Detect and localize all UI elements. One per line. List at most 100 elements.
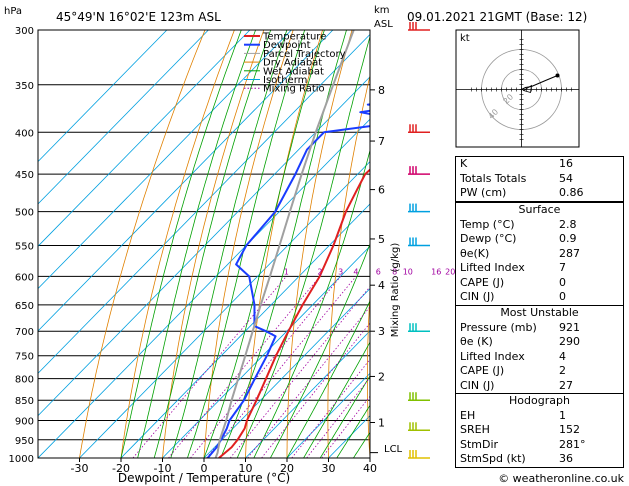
- wet-adiabat-line: [187, 30, 306, 458]
- index-row-totals: Totals Totals 54: [460, 171, 573, 185]
- mixing-ratio-label: 8: [392, 267, 397, 276]
- asl-label: ASL: [374, 19, 393, 30]
- pressure-tick-label: 900: [15, 417, 34, 428]
- legend-label: Isotherm: [263, 75, 307, 86]
- dry-adiabat-line: [406, 30, 441, 458]
- indices-panel: K 16 Totals Totals 54 PW (cm) 0.86: [455, 156, 624, 202]
- pressure-tick-label: 950: [15, 436, 34, 447]
- wet-adiabat-line: [270, 242, 370, 458]
- dry-adiabat-line: [327, 74, 370, 458]
- x-tick-label: 40: [363, 462, 377, 475]
- series-parcel-trajectory: [214, 30, 355, 458]
- hodograph-trace: [521, 75, 558, 90]
- lcl-label: LCL: [384, 444, 403, 455]
- legend-label: Dewpoint: [263, 40, 311, 51]
- mixing-ratio-line: [229, 285, 370, 458]
- pressure-tick-label: 500: [15, 208, 34, 219]
- pressure-tick-label: 700: [15, 327, 34, 338]
- mixing-ratio-label: 16: [431, 267, 441, 276]
- mixing-ratio-line: [132, 276, 287, 458]
- location-title: 45°49'N 16°02'E 123m ASL: [56, 10, 221, 24]
- pressure-tick-label: 300: [15, 26, 34, 37]
- pressure-tick-label: 400: [15, 128, 34, 139]
- km-tick-label: 8: [378, 84, 385, 97]
- surface-panel: Surface Temp (°C) 2.8 Dewp (°C) 0.9 θe(K) 2…: [455, 202, 624, 306]
- wet-adiabat-line: [286, 300, 370, 458]
- pressure-tick-label: 450: [15, 170, 34, 181]
- pressure-tick-label: 800: [15, 375, 34, 386]
- wet-adiabat-line: [153, 30, 272, 458]
- isotherm-line: [38, 30, 209, 205]
- legend-label: Wet Adiabat: [263, 66, 324, 77]
- mixing-ratio-label: 20: [445, 267, 455, 276]
- mixing-ratio-line: [261, 322, 370, 458]
- most-unstable-title: Most Unstable: [500, 306, 579, 319]
- isotherm-line: [245, 330, 370, 458]
- x-tick-label: 30: [322, 462, 336, 475]
- wet-adiabat-line: [170, 30, 288, 458]
- x-tick-label: 20: [280, 462, 294, 475]
- pressure-tick-label: 650: [15, 301, 34, 312]
- isotherm-line: [79, 160, 370, 458]
- x-tick-label: -20: [112, 462, 130, 475]
- x-tick-label: 0: [201, 462, 208, 475]
- pressure-tick-label: 850: [15, 396, 34, 407]
- dry-adiabat-line: [245, 30, 323, 458]
- legend-label: Mixing Ratio: [263, 84, 325, 95]
- chart-axes: 3003504004505005506006507007508008509009…: [9, 26, 385, 475]
- km-tick-label: 1: [378, 417, 385, 430]
- isotherm-line: [38, 76, 370, 417]
- wet-adiabat-line: [220, 30, 347, 458]
- most-unstable-panel: Most Unstable Pressure (mb) 921 θe (K) 290…: [455, 305, 624, 394]
- km-label: km: [374, 5, 390, 16]
- dry-adiabat-line: [286, 30, 353, 458]
- index-row-pw: PW (cm) 0.86: [460, 186, 584, 199]
- wet-adiabat-line: [120, 30, 242, 458]
- wet-adiabat-line: [303, 341, 370, 458]
- km-tick-label: 7: [378, 135, 385, 148]
- hodograph-endpoint: [555, 73, 560, 78]
- series-dewpoint: [206, 103, 370, 458]
- hpa-label: hPa: [4, 6, 22, 17]
- x-tick-label: -10: [154, 462, 172, 475]
- wet-adiabat-line: [203, 30, 325, 458]
- mixing-ratio-label: 3: [338, 267, 343, 276]
- mixing-ratio-axis-label: Mixing Ratio (g/kg): [390, 243, 401, 338]
- x-tick-label: -30: [71, 462, 89, 475]
- mixing-ratio-label: 1: [284, 267, 289, 276]
- km-tick-label: 4: [378, 279, 385, 292]
- isotherm-line: [162, 245, 370, 458]
- mixing-ratio-line: [168, 276, 321, 458]
- mixing-ratio-line: [206, 276, 357, 458]
- dry-adiabat-line: [162, 30, 265, 458]
- chart-series: [206, 30, 370, 458]
- pressure-tick-label: 350: [15, 81, 34, 92]
- isotherm-line: [38, 30, 334, 332]
- mixing-ratio-labels: 12346810162025: [284, 267, 470, 276]
- surface-title: Surface: [518, 203, 561, 216]
- x-tick-label: 10: [239, 462, 253, 475]
- datetime-title: 09.01.2021 21GMT (Base: 12): [407, 10, 587, 24]
- mixing-ratio-label: 10: [403, 267, 413, 276]
- isotherm-line: [38, 30, 292, 290]
- copyright: © weatheronline.co.uk: [498, 472, 624, 485]
- mixing-ratio-label: 2: [317, 267, 322, 276]
- isotherm-line: [38, 30, 168, 163]
- chart-grid: [38, 30, 441, 458]
- pressure-tick-label: 750: [15, 352, 34, 363]
- dry-adiabat-line: [367, 289, 370, 458]
- pressure-tick-label: 600: [15, 272, 34, 283]
- legend-label: Parcel Trajectory: [263, 49, 346, 60]
- km-tick-label: 3: [378, 325, 385, 338]
- isotherm-line: [38, 30, 251, 247]
- isotherm-line: [286, 372, 370, 458]
- wet-adiabat-line: [137, 30, 256, 458]
- legend-label: Dry Adiabat: [263, 58, 322, 69]
- km-tick-label: 6: [378, 184, 385, 197]
- km-tick-label: 5: [378, 233, 385, 246]
- x-axis-label: Dewpoint / Temperature (°C): [118, 471, 290, 485]
- pressure-tick-label: 550: [15, 241, 34, 252]
- wet-adiabat-line: [253, 148, 370, 458]
